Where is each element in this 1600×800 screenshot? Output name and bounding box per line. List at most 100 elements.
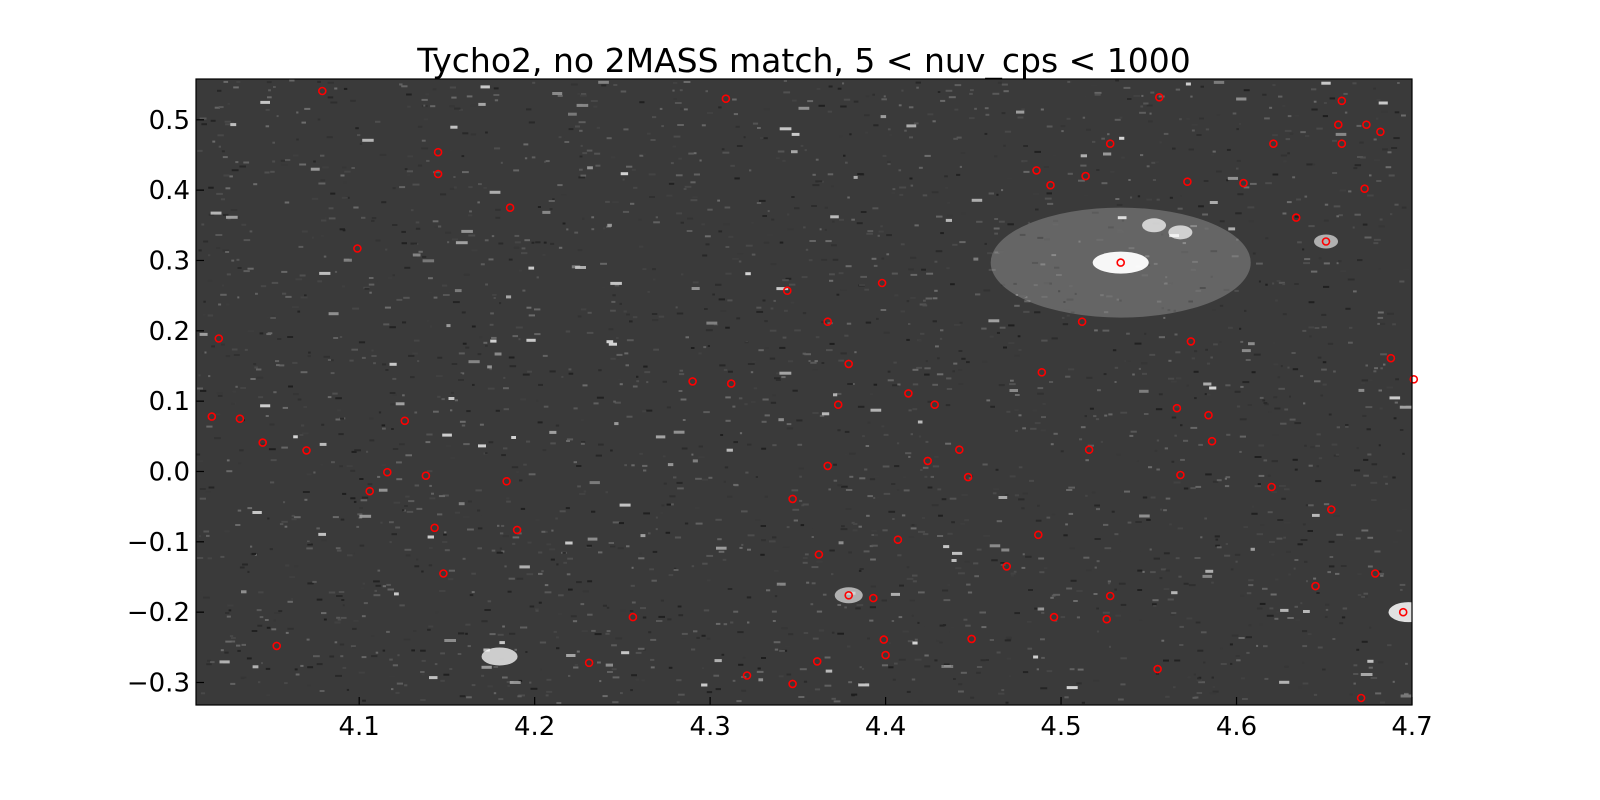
sky-noise-pixel xyxy=(1240,677,1245,680)
sky-noise-pixel xyxy=(851,521,855,524)
sky-noise-pixel xyxy=(320,179,326,182)
sky-noise-pixel xyxy=(783,91,791,94)
sky-noise-pixel xyxy=(1251,505,1254,508)
sky-noise-pixel xyxy=(683,81,691,83)
sky-noise-pixel xyxy=(678,390,683,392)
sky-noise-pixel xyxy=(198,374,201,377)
sky-noise-pixel xyxy=(1205,128,1210,131)
sky-noise-pixel xyxy=(771,218,775,221)
sky-noise-pixel xyxy=(236,258,240,261)
sky-noise-pixel xyxy=(980,659,986,662)
sky-noise-pixel xyxy=(1014,354,1020,357)
sky-noise-pixel xyxy=(1152,179,1156,181)
sky-noise-pixel xyxy=(1146,198,1153,201)
sky-noise-pixel xyxy=(934,260,938,263)
sky-noise-pixel xyxy=(924,154,931,157)
sky-noise-pixel xyxy=(246,657,252,660)
faint-star xyxy=(673,430,685,434)
sky-noise-pixel xyxy=(253,363,257,366)
sky-noise-pixel xyxy=(1118,698,1124,701)
sky-noise-pixel xyxy=(231,259,235,262)
sky-noise-pixel xyxy=(1084,415,1087,418)
sky-noise-pixel xyxy=(1317,646,1323,649)
sky-noise-pixel xyxy=(463,443,470,446)
sky-noise-pixel xyxy=(1286,550,1291,553)
sky-noise-pixel xyxy=(898,104,902,107)
sky-noise-pixel xyxy=(490,312,494,315)
faint-star xyxy=(1250,547,1255,551)
source-marker xyxy=(1398,607,1408,617)
sky-noise-pixel xyxy=(350,99,356,102)
sky-noise-pixel xyxy=(1096,508,1100,511)
faint-star xyxy=(506,295,512,299)
sky-noise-pixel xyxy=(1179,118,1182,121)
sky-noise-pixel xyxy=(506,500,511,503)
sky-noise-pixel xyxy=(761,539,766,542)
sky-noise-pixel xyxy=(986,399,991,402)
sky-noise-pixel xyxy=(1273,363,1279,366)
sky-noise-pixel xyxy=(874,534,878,537)
sky-noise-pixel xyxy=(281,520,288,523)
sky-noise-pixel xyxy=(1087,444,1094,447)
sky-noise-pixel xyxy=(976,548,982,551)
sky-noise-pixel xyxy=(1032,192,1040,195)
source-marker xyxy=(930,400,940,410)
sky-noise-pixel xyxy=(1300,131,1306,134)
sky-noise-pixel xyxy=(896,442,900,445)
sky-noise-pixel xyxy=(512,542,516,545)
sky-noise-pixel xyxy=(944,175,948,178)
sky-noise-pixel xyxy=(1394,203,1399,206)
sky-noise-pixel xyxy=(526,108,532,111)
y-tick-label: 0.5 xyxy=(149,106,190,136)
sky-noise-pixel xyxy=(660,511,663,514)
sky-noise-pixel xyxy=(220,198,225,201)
sky-noise-pixel xyxy=(443,533,447,536)
sky-noise-pixel xyxy=(493,87,499,90)
sky-noise-pixel xyxy=(1399,583,1406,586)
sky-noise-pixel xyxy=(1073,600,1078,602)
sky-noise-pixel xyxy=(1142,372,1147,375)
sky-noise-pixel xyxy=(1247,404,1252,406)
sky-noise-pixel xyxy=(1079,438,1083,441)
sky-noise-pixel xyxy=(1177,207,1183,210)
sky-noise-pixel xyxy=(922,304,928,307)
sky-noise-pixel xyxy=(567,557,573,560)
sky-noise-pixel xyxy=(368,283,375,286)
sky-noise-pixel xyxy=(1278,387,1285,390)
sky-noise-pixel xyxy=(353,619,359,622)
sky-noise-pixel xyxy=(631,674,637,677)
sky-noise-pixel xyxy=(501,550,505,553)
sky-noise-pixel xyxy=(1340,270,1347,273)
sky-noise-pixel xyxy=(1158,336,1165,339)
sky-noise-pixel xyxy=(913,122,919,125)
sky-noise-pixel xyxy=(1294,422,1302,425)
faint-star xyxy=(951,559,957,562)
sky-noise-pixel xyxy=(719,364,726,367)
sky-noise-pixel xyxy=(746,596,752,599)
sky-noise-pixel xyxy=(701,124,706,127)
sky-noise-pixel xyxy=(832,220,835,223)
sky-noise-pixel xyxy=(846,322,852,325)
sky-noise-pixel xyxy=(297,398,302,401)
sky-noise-pixel xyxy=(449,86,456,89)
sky-noise-pixel xyxy=(802,352,806,355)
sky-noise-pixel xyxy=(1341,616,1346,619)
source-marker xyxy=(1077,317,1087,327)
sky-noise-pixel xyxy=(1353,682,1356,685)
sky-noise-pixel xyxy=(727,495,733,498)
sky-noise-pixel xyxy=(579,155,583,158)
sky-noise-pixel xyxy=(323,255,327,258)
plot-area xyxy=(196,79,1429,705)
sky-noise-pixel xyxy=(524,157,528,160)
sky-noise-pixel xyxy=(650,638,657,641)
sky-noise-pixel xyxy=(1044,197,1052,200)
source-marker xyxy=(214,334,224,343)
sky-noise-pixel xyxy=(271,315,276,318)
sky-noise-pixel xyxy=(516,577,524,580)
sky-noise-pixel xyxy=(747,534,755,537)
sky-noise-pixel xyxy=(1294,114,1299,117)
faint-star xyxy=(716,546,727,550)
sky-noise-pixel xyxy=(771,610,777,613)
sky-noise-pixel xyxy=(862,667,865,670)
sky-noise-pixel xyxy=(1128,179,1131,181)
